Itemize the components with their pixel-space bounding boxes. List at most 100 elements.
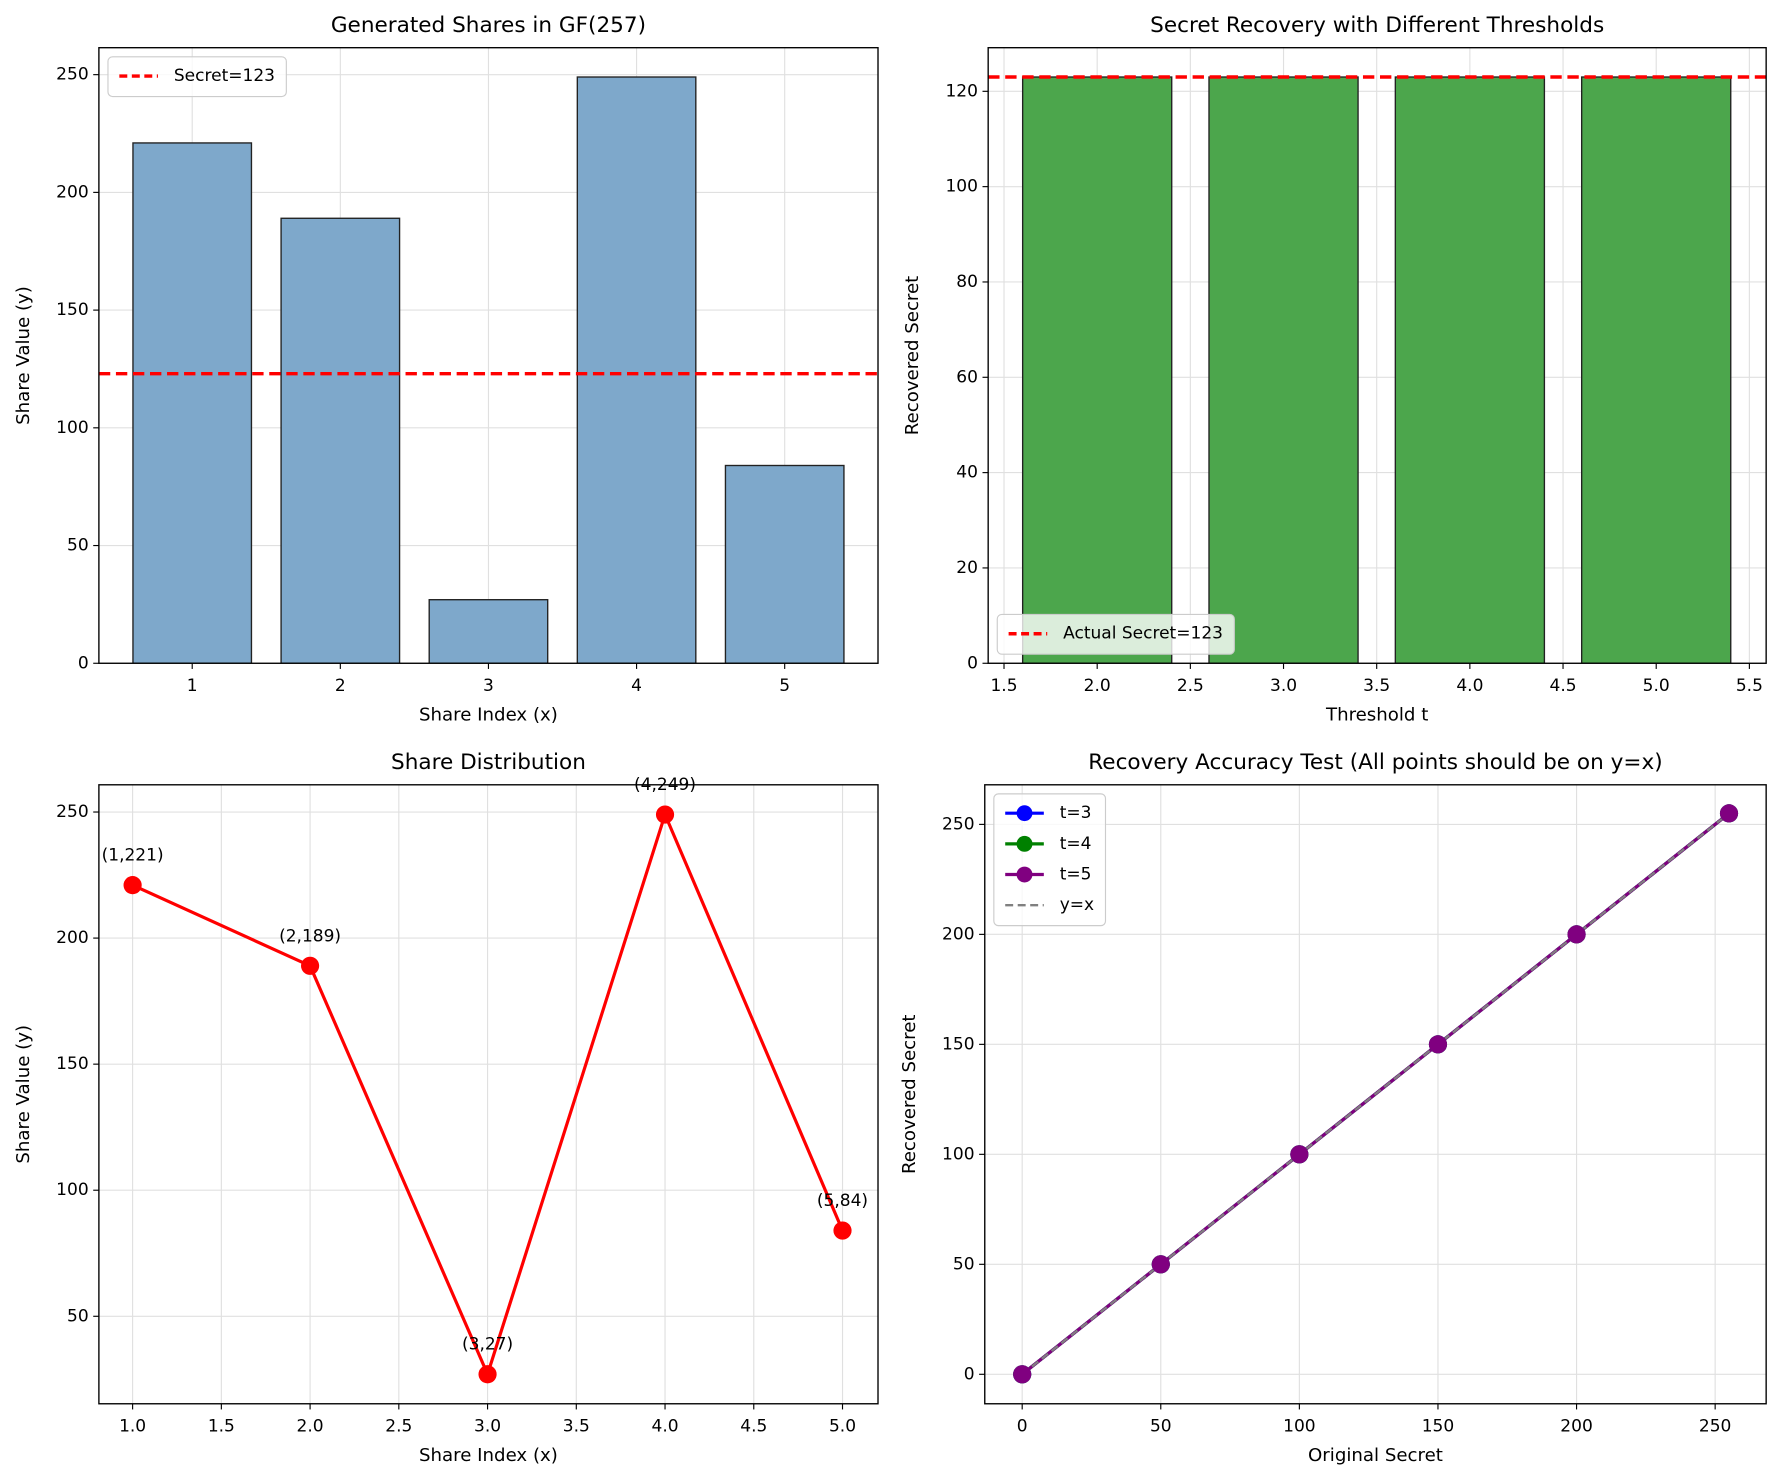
x-axis-label: Share Index (x) [419, 705, 558, 726]
axes-frame [98, 47, 879, 664]
legend-label: t=5 [1060, 865, 1092, 885]
y-tick-label: 0 [967, 653, 978, 673]
x-tick-label: 2 [335, 676, 346, 696]
x-tick-label: 3 [483, 676, 494, 696]
x-tick-label: 4 [631, 676, 642, 696]
x-axis-label: Share Index (x) [419, 1445, 558, 1466]
x-tick-label: 1 [187, 676, 198, 696]
y-tick-label: 50 [67, 536, 89, 556]
x-tick-label: 5.0 [1643, 676, 1670, 696]
y-tick-label: 20 [956, 558, 978, 578]
legend: t=3 t=4 t=5 y=x [993, 793, 1107, 927]
marker [1151, 1255, 1170, 1274]
chart-title: Recovery Accuracy Test (All points shoul… [1088, 750, 1662, 775]
chart-title: Share Distribution [391, 750, 586, 775]
bar [1021, 76, 1173, 664]
legend-marker [1016, 835, 1033, 852]
plot-area [98, 47, 879, 664]
x-tick-label: 0 [1017, 1416, 1028, 1436]
y-tick-label: 80 [956, 272, 978, 292]
marker [1567, 925, 1586, 944]
x-axis-label: Original Secret [1308, 1445, 1443, 1466]
chart-title: Generated Shares in GF(257) [331, 13, 646, 38]
bar [1208, 76, 1359, 664]
marker [123, 876, 142, 895]
x-tick-label: 5 [779, 676, 790, 696]
legend-box [996, 613, 1235, 655]
x-tick-label: 2.5 [385, 1416, 412, 1436]
y-tick-label: 200 [56, 182, 88, 202]
x-tick-label: 5.0 [829, 1416, 856, 1436]
plot-area [988, 47, 1767, 664]
y-axis-label: Share Value (y) [13, 286, 34, 425]
x-tick-label: 50 [1150, 1416, 1172, 1436]
x-tick-label: 3.0 [1270, 676, 1297, 696]
y-tick-label: 200 [56, 928, 88, 948]
y-tick-label: 250 [56, 65, 88, 85]
y-tick-label: 100 [56, 418, 88, 438]
legend: Secret=123 [107, 56, 287, 98]
marker [655, 805, 675, 824]
y-tick-label: 150 [942, 1034, 974, 1054]
x-tick-label: 1.5 [208, 1416, 235, 1436]
legend-marker [1016, 805, 1033, 822]
data-label: (3,27) [462, 1335, 513, 1355]
data-label: (1,221) [102, 846, 164, 866]
y-axis-label: Recovered Secret [902, 276, 923, 436]
y-tick-label: 250 [942, 814, 974, 834]
plot-area [98, 784, 879, 1404]
y-axis-label: Share Value (y) [13, 1025, 34, 1164]
marker [1719, 804, 1739, 823]
y-tick-label: 0 [78, 653, 89, 673]
y-tick-label: 150 [56, 300, 88, 320]
y-tick-label: 150 [56, 1054, 88, 1074]
x-tick-label: 4.0 [1456, 676, 1483, 696]
data-label: (2,189) [279, 926, 341, 946]
marker [478, 1365, 497, 1384]
bar [280, 217, 401, 664]
marker [833, 1221, 852, 1240]
line [1021, 812, 1730, 1376]
x-tick-label: 250 [1699, 1416, 1731, 1436]
bar [724, 464, 845, 664]
axes-frame [987, 47, 1767, 664]
axes-frame [984, 784, 1767, 1405]
y-tick-label: 120 [945, 81, 977, 101]
x-tick-label: 2.0 [1084, 676, 1111, 696]
x-tick-label: 4.0 [652, 1416, 679, 1436]
bar [576, 76, 697, 664]
x-tick-label: 3.5 [563, 1416, 590, 1436]
legend-label: t=4 [1060, 834, 1092, 854]
legend-box [993, 793, 1107, 927]
x-tick-label: 4.5 [740, 1416, 767, 1436]
x-tick-label: 1.5 [990, 676, 1017, 696]
data-label: (5,84) [817, 1191, 868, 1211]
x-tick-label: 150 [1422, 1416, 1454, 1436]
bar [1580, 76, 1732, 664]
y-tick-label: 200 [942, 924, 974, 944]
legend-label: Actual Secret=123 [1063, 624, 1223, 644]
y-tick-label: 50 [953, 1254, 975, 1274]
marker [1013, 1365, 1032, 1384]
axes-frame [98, 784, 879, 1405]
x-tick-label: 2.5 [1177, 676, 1204, 696]
x-tick-label: 4.5 [1550, 676, 1577, 696]
bar [428, 599, 549, 664]
y-tick-label: 40 [956, 463, 978, 483]
y-tick-label: 100 [942, 1144, 974, 1164]
marker [1428, 1035, 1448, 1054]
legend-label: y=x [1060, 895, 1094, 915]
y-tick-label: 50 [67, 1306, 89, 1326]
bar [132, 142, 253, 664]
x-tick-label: 3.5 [1363, 676, 1390, 696]
chart-title: Secret Recovery with Different Threshold… [1150, 13, 1604, 38]
legend-marker [1016, 866, 1033, 883]
y-tick-label: 100 [56, 1180, 88, 1200]
y-tick-label: 0 [964, 1364, 975, 1384]
y-tick-label: 250 [56, 802, 88, 822]
x-tick-label: 1.0 [119, 1416, 146, 1436]
x-tick-label: 2.0 [297, 1416, 324, 1436]
y-tick-label: 100 [945, 177, 977, 197]
legend-label: Secret=123 [174, 66, 275, 86]
y-tick-label: 60 [956, 367, 978, 387]
